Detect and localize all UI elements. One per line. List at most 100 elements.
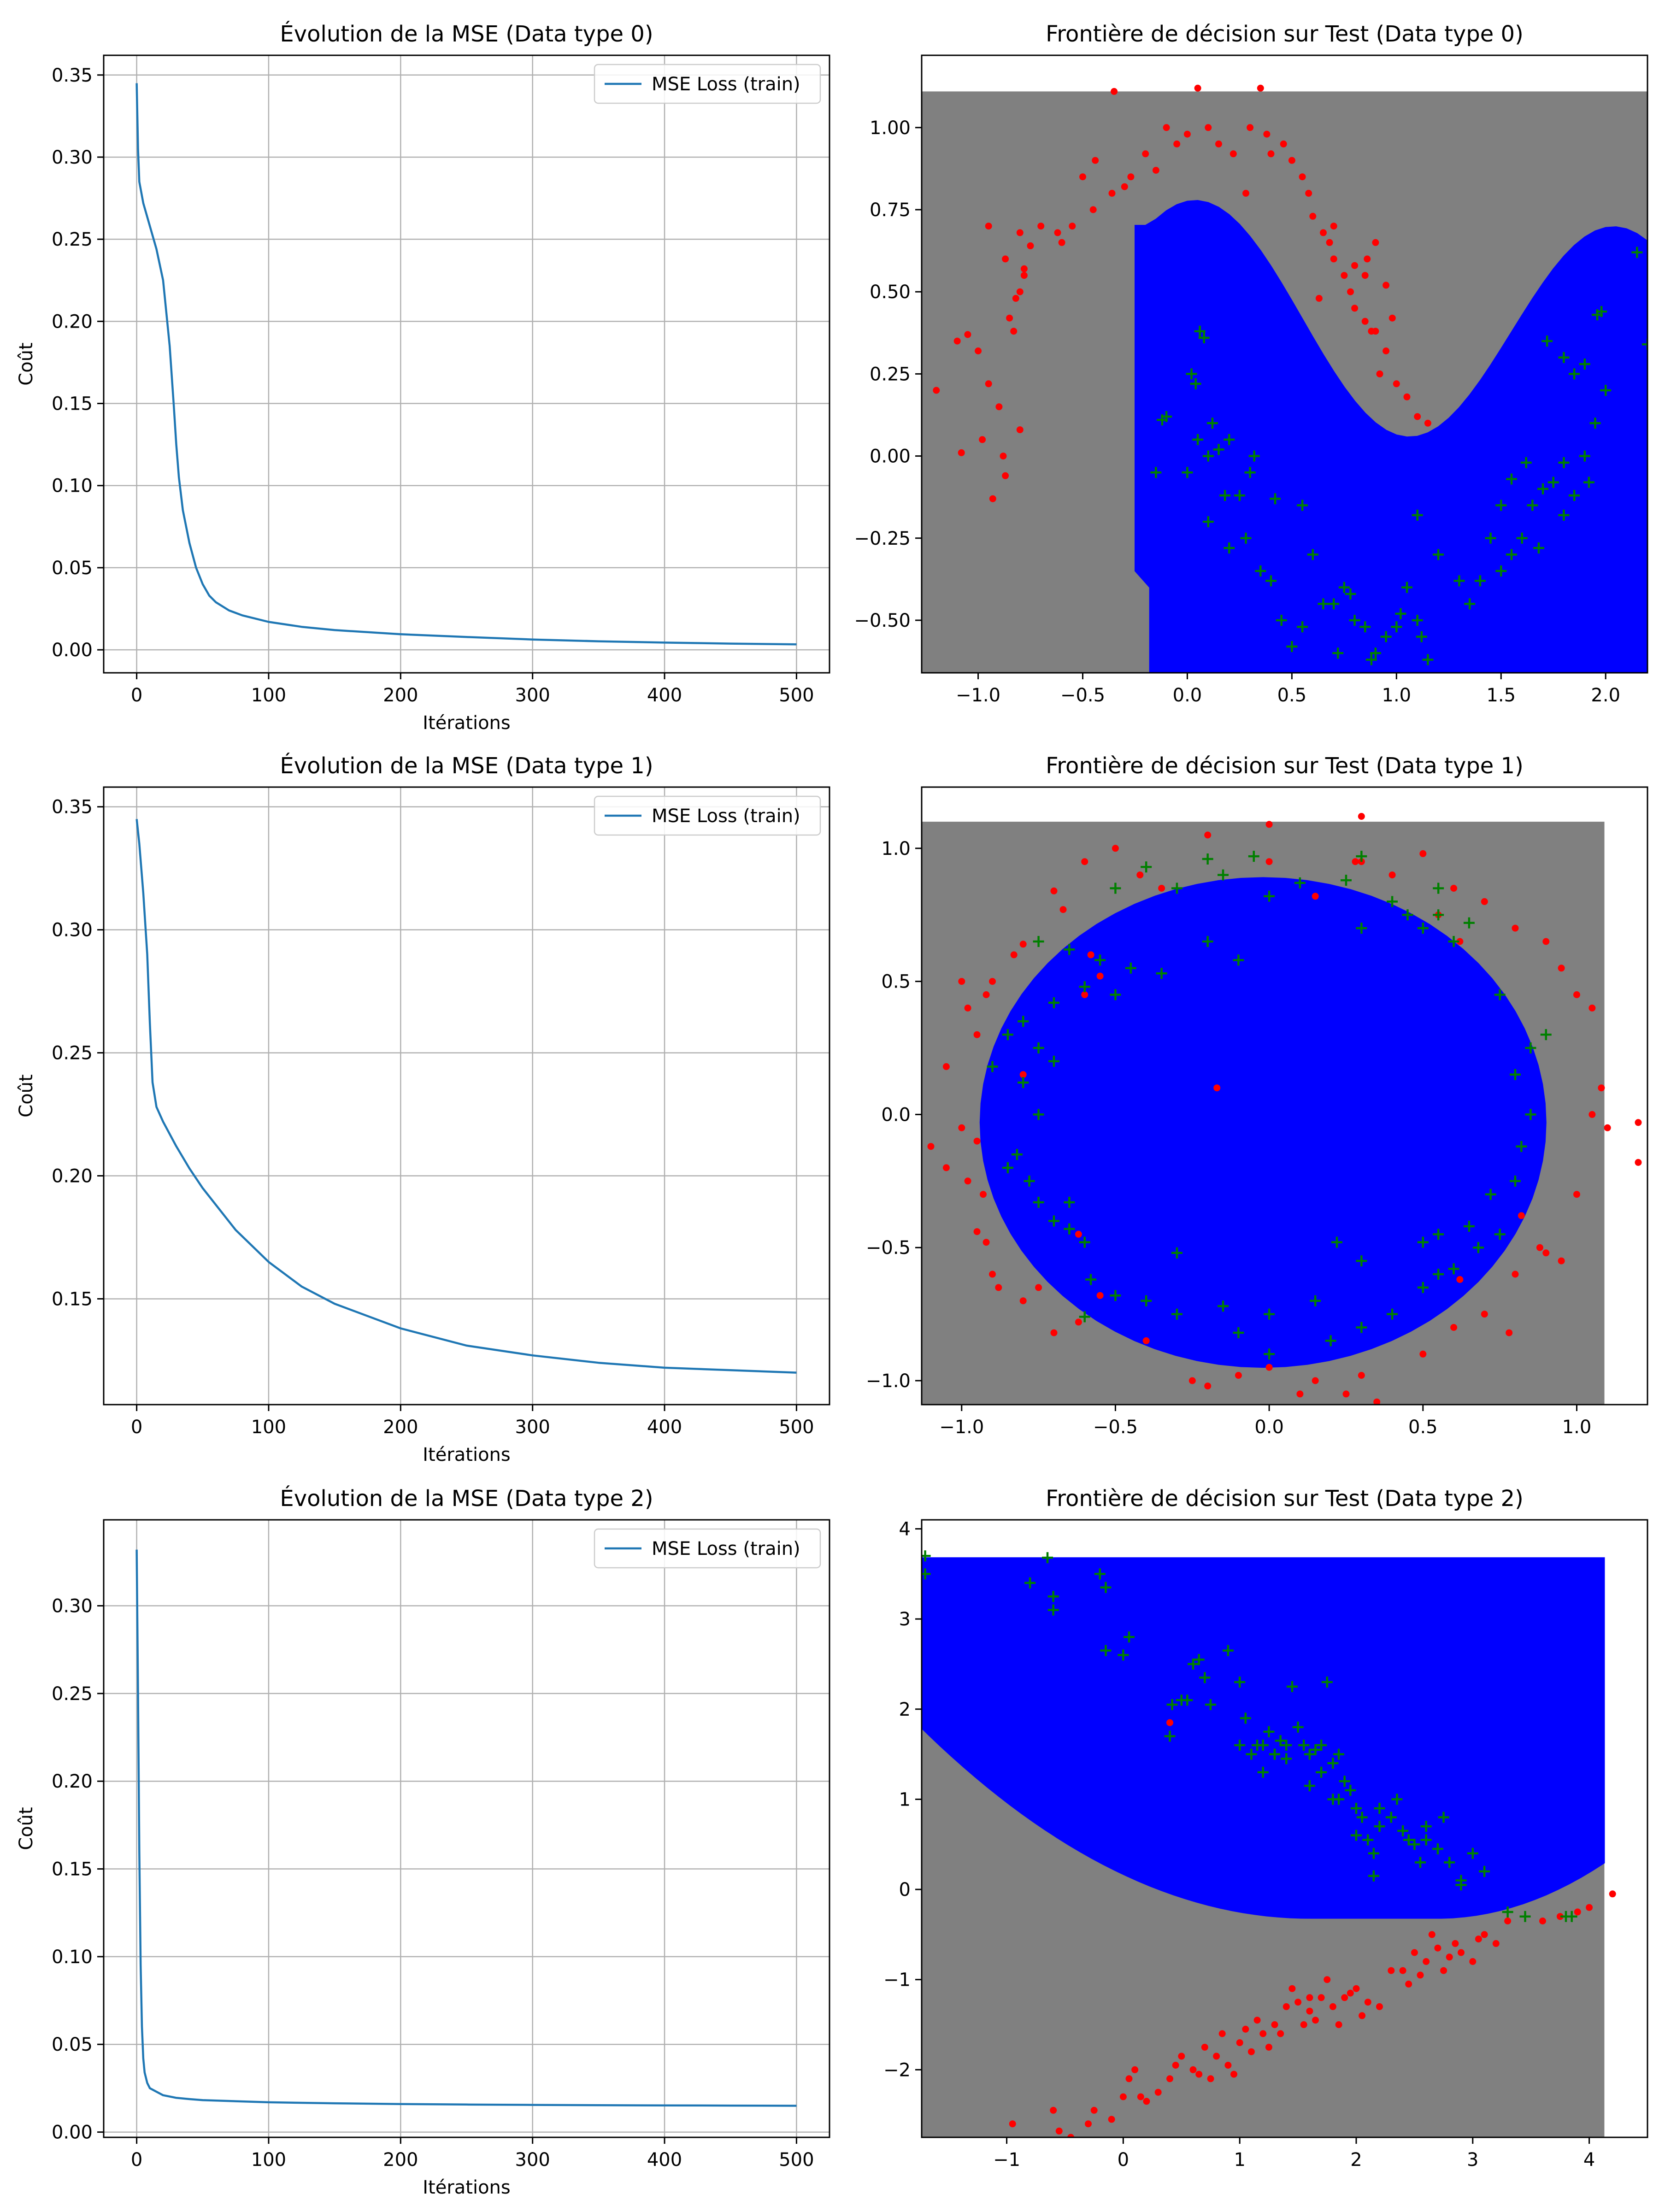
point-class1 bbox=[1327, 1758, 1339, 1769]
point-class1 bbox=[1415, 1857, 1426, 1868]
point-class0 bbox=[1096, 972, 1104, 980]
point-class0 bbox=[1267, 150, 1275, 158]
decision-chart-0: −1.0 −0.5 0.0 0.5 1.0 1.5 2.0 −0.50 −0.25 0.00 0.2… bbox=[854, 21, 1648, 706]
region-class1 bbox=[922, 1557, 1605, 1919]
x-axis-label: Itérations bbox=[423, 1444, 511, 1465]
point-class1 bbox=[1417, 1236, 1429, 1248]
point-class1 bbox=[1307, 549, 1318, 560]
point-class0 bbox=[995, 403, 1003, 411]
point-class0 bbox=[1411, 1949, 1418, 1956]
point-class0 bbox=[1280, 140, 1287, 147]
point-class1 bbox=[1558, 352, 1570, 363]
point-class1 bbox=[1186, 368, 1197, 380]
point-class0 bbox=[1312, 2017, 1319, 2024]
point-class0 bbox=[1536, 1244, 1543, 1251]
x-tick-label: −0.5 bbox=[1093, 1417, 1138, 1438]
point-class0 bbox=[1259, 2030, 1267, 2037]
point-class1 bbox=[1433, 1229, 1444, 1240]
point-class0 bbox=[1326, 239, 1333, 246]
axes-frame bbox=[921, 786, 1648, 1406]
point-class0 bbox=[1050, 887, 1058, 894]
point-class0 bbox=[989, 495, 996, 502]
point-class0 bbox=[1604, 1124, 1611, 1131]
point-class0 bbox=[1518, 1212, 1525, 1219]
point-class0 bbox=[1271, 2021, 1278, 2028]
point-class0 bbox=[1019, 1071, 1027, 1078]
point-class0 bbox=[973, 1031, 981, 1038]
point-class0 bbox=[1195, 2071, 1203, 2078]
y-tick-label: 0.50 bbox=[870, 282, 911, 303]
point-class0 bbox=[1512, 924, 1519, 932]
point-class1 bbox=[1085, 1274, 1097, 1285]
point-class0 bbox=[1299, 173, 1306, 181]
point-class1 bbox=[1433, 909, 1444, 921]
point-class1 bbox=[1248, 851, 1259, 862]
point-class1 bbox=[1510, 1175, 1521, 1187]
point-class0 bbox=[1069, 223, 1076, 230]
point-class0 bbox=[1440, 1967, 1447, 1974]
point-class1 bbox=[1356, 1255, 1367, 1267]
point-class0 bbox=[1037, 223, 1045, 230]
point-class0 bbox=[1009, 2120, 1016, 2128]
y-tick-label: 3 bbox=[899, 1609, 911, 1630]
point-class0 bbox=[964, 1004, 971, 1012]
point-class0 bbox=[1414, 413, 1421, 420]
y-tick-label: −1.0 bbox=[866, 1371, 911, 1392]
point-class0 bbox=[1506, 1329, 1513, 1336]
point-class1 bbox=[1325, 1335, 1336, 1347]
point-class1 bbox=[1494, 989, 1506, 1000]
point-class0 bbox=[1423, 1958, 1430, 1965]
axes-frame bbox=[921, 54, 1648, 674]
point-class1 bbox=[1368, 1847, 1379, 1859]
point-class0 bbox=[1010, 951, 1018, 959]
point-class1 bbox=[1064, 944, 1075, 955]
point-class0 bbox=[1111, 88, 1118, 95]
point-class0 bbox=[1087, 951, 1094, 959]
point-class1 bbox=[1240, 1712, 1251, 1724]
point-class0 bbox=[1050, 1329, 1058, 1336]
point-class0 bbox=[1359, 2012, 1366, 2019]
point-class1 bbox=[1110, 989, 1121, 1000]
point-class1 bbox=[1171, 1308, 1182, 1320]
point-class1 bbox=[1328, 598, 1340, 610]
chart-title: Évolution de la MSE (Data type 0) bbox=[280, 21, 653, 47]
point-class1 bbox=[1156, 414, 1168, 426]
point-class1 bbox=[922, 1550, 931, 1562]
point-class1 bbox=[1356, 1812, 1368, 1823]
point-class0 bbox=[1376, 370, 1383, 377]
point-class0 bbox=[1213, 2053, 1220, 2060]
point-class0 bbox=[1201, 2043, 1208, 2051]
point-class1 bbox=[1141, 861, 1152, 873]
point-class1 bbox=[1350, 1830, 1362, 1841]
x-tick-label: 0 bbox=[1118, 2149, 1129, 2171]
point-class1 bbox=[1345, 1784, 1356, 1796]
point-class1 bbox=[1048, 997, 1059, 1008]
point-class1 bbox=[1510, 1069, 1521, 1080]
point-class1 bbox=[1265, 575, 1277, 587]
x-axis-label: Itérations bbox=[423, 712, 511, 734]
point-class1 bbox=[1218, 869, 1229, 881]
point-class1 bbox=[1495, 565, 1507, 577]
point-class0 bbox=[1242, 189, 1249, 197]
point-class1 bbox=[1270, 493, 1281, 505]
point-class0 bbox=[1434, 1944, 1441, 1952]
point-class0 bbox=[1309, 212, 1317, 220]
x-tick-label: 0.5 bbox=[1277, 685, 1307, 706]
test-points bbox=[933, 84, 1647, 665]
point-class1 bbox=[1024, 1577, 1036, 1588]
test-points bbox=[922, 1550, 1616, 2137]
x-tick-label: 4 bbox=[1583, 2149, 1595, 2171]
point-class0 bbox=[1469, 1958, 1477, 1965]
point-class1 bbox=[1234, 1740, 1246, 1751]
point-class0 bbox=[1609, 1890, 1616, 1898]
legend-label: MSE Loss (train) bbox=[652, 806, 800, 827]
point-class1 bbox=[1048, 1055, 1059, 1067]
chart-title: Frontière de décision sur Test (Data typ… bbox=[1046, 1486, 1524, 1512]
point-class1 bbox=[1192, 434, 1204, 445]
point-class0 bbox=[1194, 84, 1201, 92]
point-class0 bbox=[1059, 906, 1067, 913]
point-class1 bbox=[1417, 1282, 1429, 1293]
point-class1 bbox=[1156, 968, 1167, 979]
x-tick-label: 100 bbox=[251, 1417, 286, 1438]
point-class1 bbox=[1316, 1740, 1327, 1751]
